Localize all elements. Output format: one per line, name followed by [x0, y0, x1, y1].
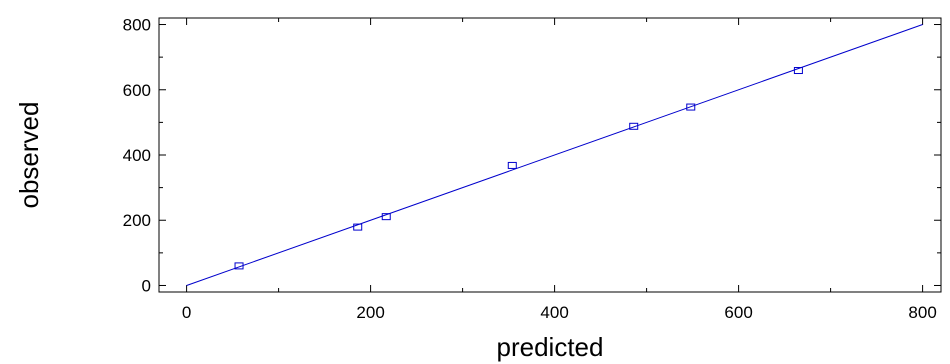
y-major-ticks	[159, 24, 941, 286]
y-tick-labels: 0 200 400 600 800	[123, 16, 151, 296]
x-tick-label: 600	[724, 303, 752, 322]
y-tick-label: 600	[123, 81, 151, 100]
x-tick-label: 0	[182, 303, 191, 322]
x-major-ticks	[186, 18, 924, 292]
x-tick-labels: 0 200 400 600 800	[182, 303, 937, 322]
data-point	[381, 213, 391, 221]
x-minor-ticks	[278, 18, 832, 292]
x-tick-label: 200	[356, 303, 384, 322]
data-point	[686, 103, 696, 111]
data-point	[629, 122, 639, 130]
y-tick-label: 200	[123, 211, 151, 230]
y-axis-title: observed	[14, 102, 44, 209]
x-tick-label: 400	[540, 303, 568, 322]
y-tick-label: 400	[123, 146, 151, 165]
data-points	[234, 67, 803, 270]
data-point	[793, 67, 803, 75]
y-tick-label: 0	[142, 276, 151, 295]
plot-frame	[158, 17, 942, 293]
data-point	[507, 161, 517, 169]
data-point	[353, 223, 363, 231]
y-tick-label: 800	[123, 16, 151, 35]
y-minor-ticks	[159, 56, 941, 254]
x-axis-title: predicted	[497, 332, 604, 362]
x-tick-label: 800	[908, 303, 936, 322]
data-point	[234, 262, 244, 270]
